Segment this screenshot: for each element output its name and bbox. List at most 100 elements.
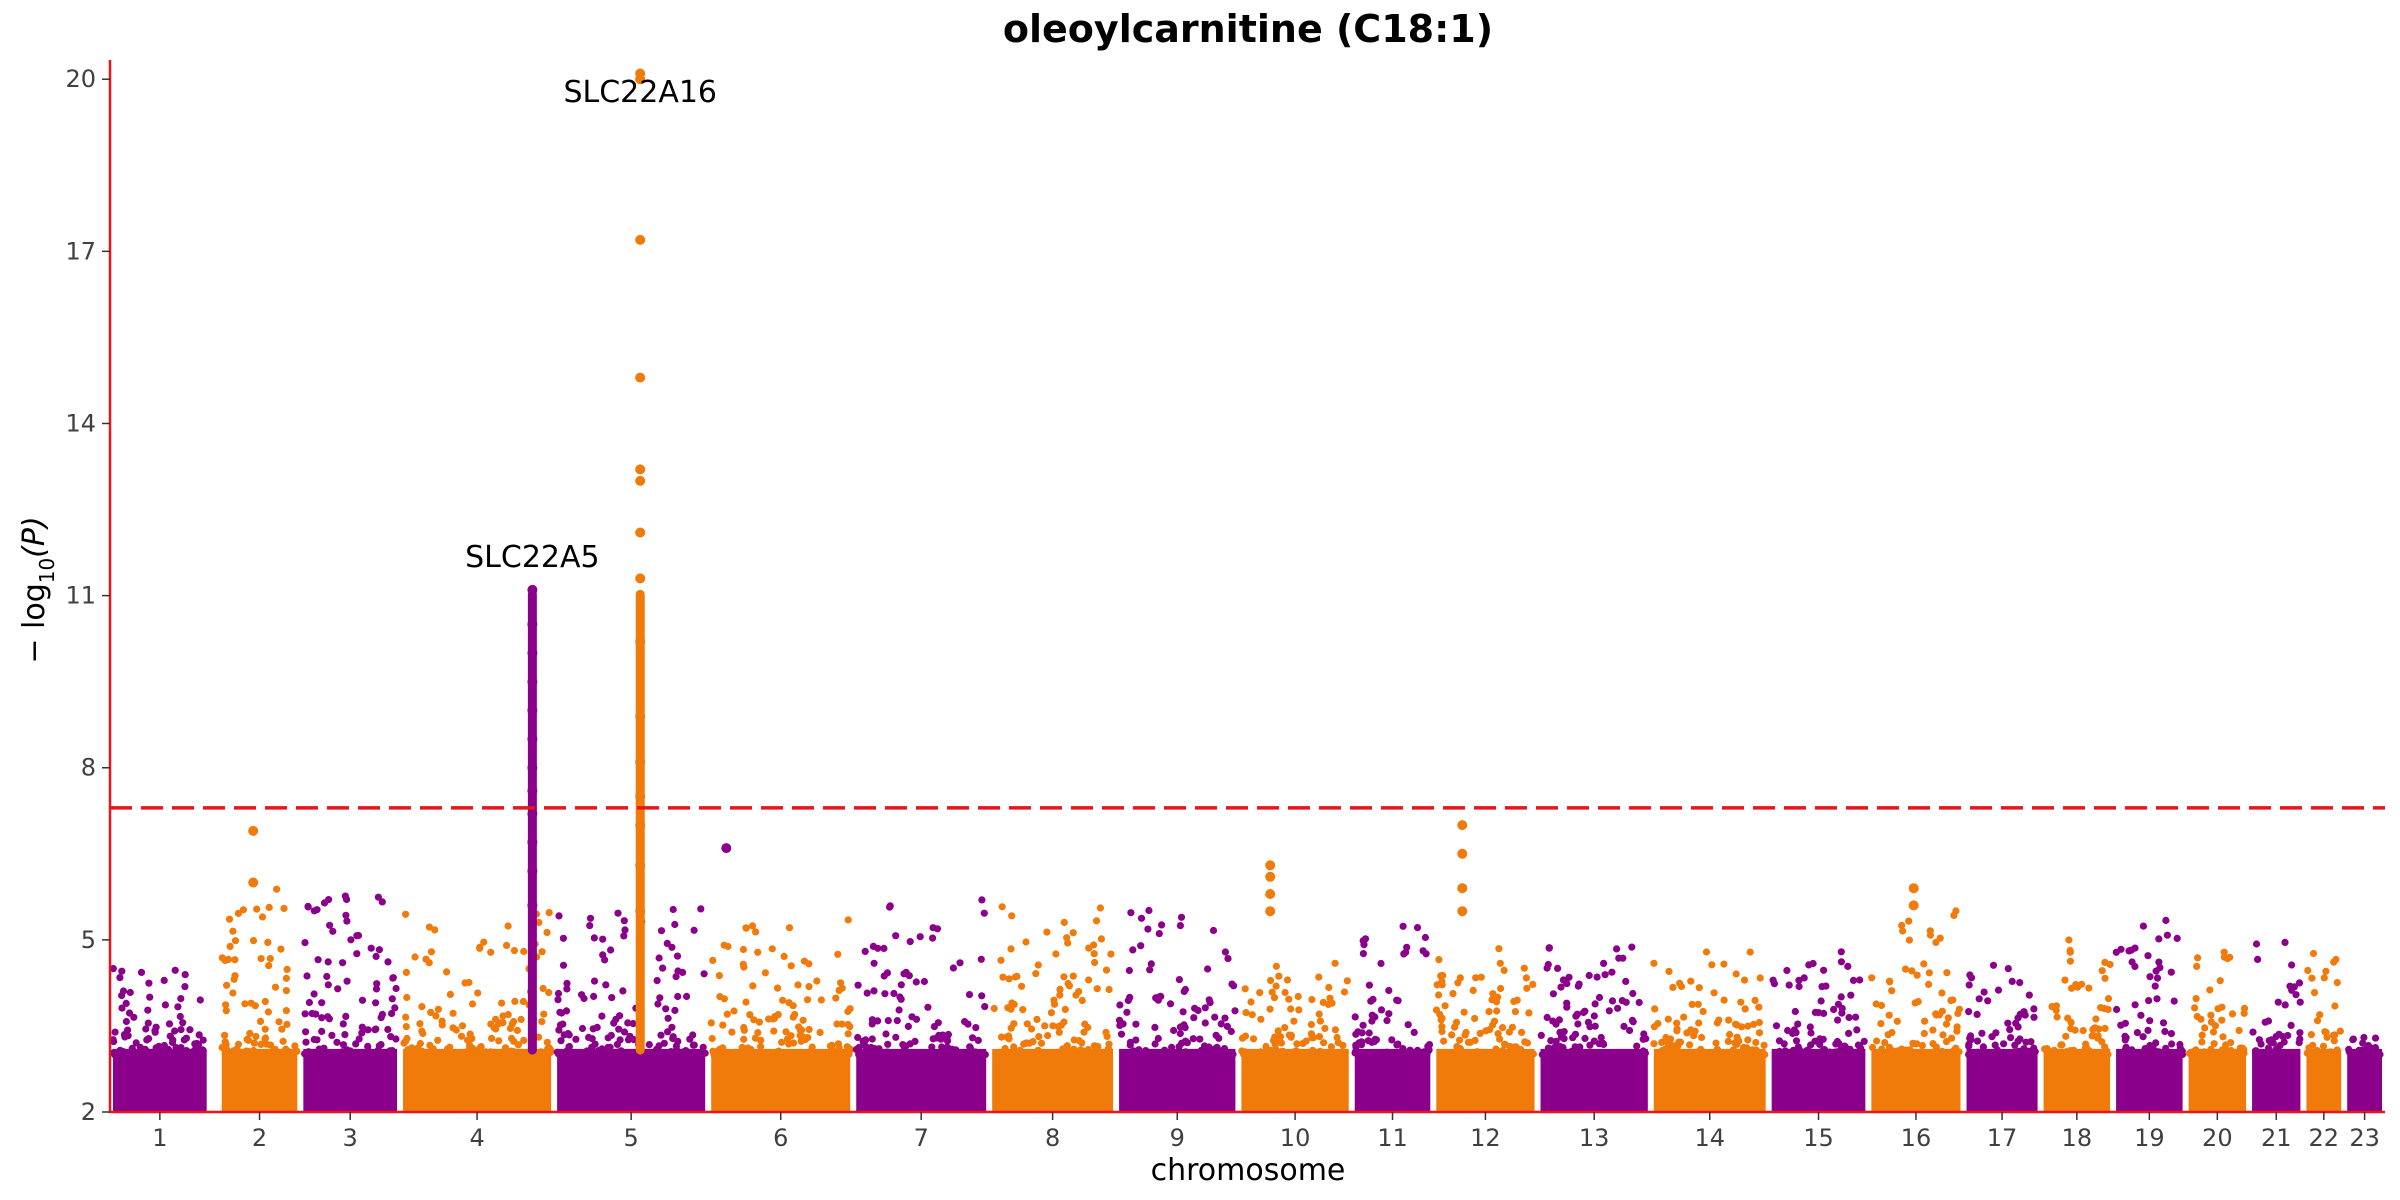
snp-point — [943, 1043, 951, 1051]
snp-point — [2066, 957, 2074, 965]
snp-point — [1212, 1031, 1220, 1039]
snp-point — [1358, 1038, 1366, 1046]
snp-point — [1965, 1040, 1973, 1048]
snp-point — [645, 1041, 653, 1049]
snp-point — [221, 1038, 229, 1046]
snp-point — [1899, 927, 1907, 935]
snp-point — [261, 1025, 269, 1033]
snp-point — [510, 947, 518, 955]
snp-point — [1518, 1028, 1526, 1036]
snp-point — [861, 947, 869, 956]
snp-point — [1245, 1050, 1253, 1058]
snp-point — [2006, 1026, 2014, 1034]
snp-point — [565, 1031, 573, 1039]
snp-point — [949, 964, 958, 972]
snp-point — [690, 926, 698, 934]
snp-point — [2275, 1030, 2283, 1038]
snp-point — [588, 1045, 596, 1054]
snp-point — [782, 1028, 790, 1036]
snp-point — [498, 999, 506, 1007]
snp-point — [1626, 1026, 1634, 1035]
snp-point — [2372, 1046, 2380, 1054]
snp-point — [1618, 997, 1626, 1005]
snp-point — [266, 955, 274, 963]
snp-point — [280, 1047, 288, 1056]
snp-point — [1980, 988, 1988, 996]
snp-point — [402, 910, 410, 918]
snp-point — [701, 1049, 709, 1057]
snp-point — [965, 1049, 974, 1057]
snp-point — [1495, 945, 1503, 953]
snp-point — [181, 983, 189, 991]
snp-point — [653, 977, 661, 985]
peak-point — [1908, 900, 1919, 911]
snp-point — [1471, 1036, 1479, 1044]
snp-point — [1918, 1041, 1926, 1050]
snp-point — [619, 987, 627, 995]
snp-point — [559, 961, 568, 969]
snp-point — [490, 1024, 498, 1032]
snp-point — [1601, 971, 1609, 979]
snp-point — [1470, 1051, 1478, 1059]
snp-point — [1320, 1039, 1328, 1047]
snp-point — [1102, 1028, 1110, 1036]
snp-point — [778, 1038, 786, 1046]
snp-point — [267, 1041, 275, 1049]
snp-point — [1179, 1049, 1187, 1057]
snp-point — [2264, 1017, 2273, 1025]
snp-point — [1275, 972, 1283, 980]
snp-point — [1041, 1022, 1049, 1030]
snp-point — [892, 932, 900, 940]
snp-point — [1853, 1026, 1861, 1034]
snp-point — [749, 982, 757, 990]
snp-point — [1033, 1015, 1041, 1024]
snp-point — [1008, 999, 1016, 1007]
snp-point — [892, 1033, 900, 1041]
snp-point — [1597, 1033, 1605, 1042]
snp-point — [2113, 1005, 2121, 1014]
x-tick-label: 8 — [1045, 1124, 1060, 1152]
snp-point — [2074, 983, 2082, 991]
snp-point — [739, 945, 748, 954]
snp-point — [1781, 1047, 1789, 1055]
snp-point — [241, 1000, 249, 1008]
snp-point — [1726, 1030, 1734, 1039]
snp-point — [1694, 1000, 1702, 1008]
snp-point — [2296, 1029, 2304, 1037]
peak-point — [721, 843, 732, 854]
snp-point — [738, 1043, 746, 1051]
snp-point — [2057, 1051, 2065, 1059]
snp-point — [1979, 1043, 1987, 1051]
peak-point — [1457, 906, 1468, 917]
x-tick-label: 21 — [2261, 1124, 2292, 1152]
snp-point — [511, 997, 519, 1006]
snp-point — [1565, 973, 1573, 981]
x-tick-label: 14 — [1694, 1124, 1725, 1152]
snp-point — [660, 1039, 668, 1047]
snp-point — [1868, 974, 1876, 982]
snp-point — [1092, 917, 1101, 925]
snp-point — [172, 1044, 180, 1052]
snp-point — [505, 1050, 513, 1058]
snp-point — [225, 915, 234, 923]
snp-point — [695, 1050, 703, 1058]
snp-point — [762, 1050, 770, 1059]
snp-point — [146, 993, 154, 1001]
snp-point — [1047, 1051, 1055, 1059]
snp-point — [384, 958, 392, 966]
peak-chromosome-12 — [1457, 820, 1468, 917]
chromosome-16-points — [1868, 907, 1963, 1112]
snp-point — [1204, 965, 1212, 973]
snp-point — [1331, 1026, 1339, 1034]
snp-point — [1543, 964, 1551, 972]
x-tick-label: 20 — [2202, 1124, 2233, 1152]
snp-point — [1201, 1019, 1209, 1027]
snp-point — [144, 1006, 152, 1014]
snp-point — [1293, 1040, 1301, 1048]
snp-point — [130, 1013, 138, 1021]
snp-point — [1090, 941, 1098, 949]
snp-point — [1249, 1035, 1258, 1043]
snp-point — [1955, 1048, 1963, 1056]
snp-point — [948, 1051, 956, 1059]
snp-point — [591, 1040, 599, 1048]
